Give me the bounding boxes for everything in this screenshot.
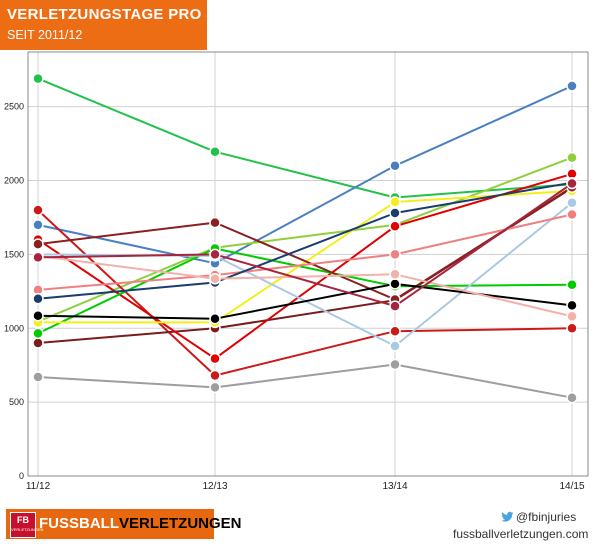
- data-point-badge: [32, 292, 44, 305]
- data-point-badge: [32, 251, 44, 264]
- data-point-badge: [209, 381, 221, 394]
- data-point-badge: [566, 299, 578, 312]
- data-point-badge: [32, 327, 44, 340]
- data-point-badge: [389, 278, 401, 290]
- chart-subtitle: SEIT 2011/12: [7, 28, 83, 42]
- series-line: [37, 156, 573, 323]
- data-point-badge: [32, 309, 44, 322]
- data-point-badge: [389, 160, 401, 172]
- data-point-badge: [566, 391, 578, 404]
- plot-frame: [27, 51, 589, 477]
- chart-title: VERLETZUNGSTAGE PRO SAISON: [7, 6, 266, 23]
- series-line: [37, 181, 573, 300]
- title-banner: VERLETZUNGSTAGE PRO SAISON SEIT 2011/12: [0, 0, 265, 50]
- series-line: [37, 186, 573, 301]
- x-tick-label: 14/15: [559, 481, 584, 492]
- data-point-badge: [389, 196, 401, 208]
- logo-badge-subtext: VERLETZUNGEN: [11, 527, 44, 532]
- series-line: [37, 172, 573, 360]
- data-point-badge: [566, 177, 578, 190]
- y-tick-label: 2500: [4, 102, 24, 112]
- y-tick-label: 1500: [4, 249, 24, 259]
- data-point-badge: [389, 207, 401, 219]
- data-point-badge: [209, 369, 221, 382]
- series-line: [37, 201, 573, 347]
- twitter-icon[interactable]: [501, 511, 514, 523]
- data-point-badge: [566, 80, 578, 92]
- series-line: [37, 77, 573, 199]
- series-line: [37, 85, 573, 265]
- data-point-badge: [389, 325, 401, 337]
- data-point-badge: [389, 248, 401, 261]
- y-tick-label: 2000: [4, 176, 24, 186]
- series-line: [38, 189, 573, 324]
- data-point-badge: [32, 204, 44, 216]
- series-line: [37, 363, 573, 399]
- website-link[interactable]: fussballverletzungen.com: [453, 527, 589, 541]
- data-point-badge: [209, 216, 221, 229]
- series-line: [37, 213, 573, 291]
- x-tick-label: 13/14: [382, 481, 407, 492]
- series-line: [37, 254, 573, 318]
- data-point-badge: [209, 145, 221, 158]
- data-point-badge: [32, 238, 44, 250]
- data-point-badge: [209, 248, 221, 261]
- data-point-badge: [566, 322, 578, 335]
- data-point-badge: [389, 220, 401, 233]
- data-point-badge: [32, 219, 44, 231]
- data-point-badge: [209, 273, 221, 285]
- data-point-badge: [209, 352, 221, 365]
- twitter-handle[interactable]: @fbinjuries: [516, 510, 577, 524]
- y-tick-label: 0: [19, 471, 24, 481]
- series-line: [37, 182, 573, 308]
- y-tick-label: 1000: [4, 323, 24, 333]
- series-line: [37, 209, 573, 377]
- brand-logo[interactable]: FB VERLETZUNGEN FUSSBALLVERLETZUNGEN: [6, 509, 242, 539]
- data-point-badge: [32, 371, 44, 383]
- data-point-badge: [566, 208, 578, 221]
- data-point-badge: [566, 196, 578, 209]
- data-point-badge: [32, 72, 44, 85]
- data-point-badge: [389, 340, 401, 352]
- x-tick-label: 12/13: [202, 481, 227, 492]
- data-point-badge: [389, 300, 401, 312]
- data-point-badge: [566, 278, 578, 291]
- y-tick-label: 500: [9, 397, 24, 407]
- data-point-badge: [389, 358, 401, 371]
- logo-badge-text: FB: [17, 515, 29, 525]
- logo-word-1: FUSSBALL: [39, 515, 119, 532]
- x-tick-label: 11/12: [26, 481, 51, 492]
- data-point-badge: [389, 268, 401, 281]
- logo-badge-icon: FB VERLETZUNGEN: [10, 512, 44, 538]
- data-point-badge: [566, 151, 578, 164]
- logo-wordmark: FUSSBALLVERLETZUNGEN: [39, 515, 242, 532]
- logo-word-2: VERLETZUNGEN: [119, 515, 242, 532]
- data-point-badge: [209, 312, 221, 325]
- data-point-badge: [32, 337, 44, 349]
- data-point-badge: [566, 310, 578, 323]
